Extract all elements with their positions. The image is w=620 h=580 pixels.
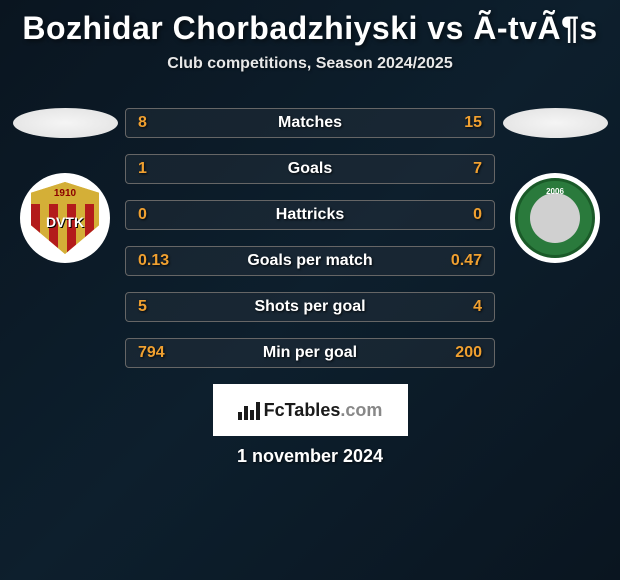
team-logo-left-stripes: DVTK bbox=[31, 204, 99, 254]
stat-left-value: 5 bbox=[138, 298, 178, 316]
stat-left-value: 0 bbox=[138, 206, 178, 224]
stat-label: Min per goal bbox=[263, 344, 357, 362]
stat-right-value: 4 bbox=[442, 298, 482, 316]
chart-bar bbox=[238, 412, 242, 420]
team-logo-left-text: DVTK bbox=[31, 214, 99, 230]
stat-left-value: 794 bbox=[138, 344, 178, 362]
subtitle: Club competitions, Season 2024/2025 bbox=[0, 55, 620, 73]
brand-chart-icon bbox=[238, 400, 260, 420]
page-title: Bozhidar Chorbadzhiyski vs Ã-tvÃ¶s bbox=[0, 10, 620, 47]
stat-label: Goals bbox=[288, 160, 332, 178]
date-text: 1 november 2024 bbox=[0, 446, 620, 467]
stat-left-value: 1 bbox=[138, 160, 178, 178]
stat-right-value: 200 bbox=[442, 344, 482, 362]
team-logo-left-year: 1910 bbox=[31, 182, 99, 204]
brand-text: FcTables.com bbox=[264, 400, 383, 421]
chart-bar bbox=[256, 402, 260, 420]
stat-row-goals: 1 Goals 7 bbox=[125, 154, 495, 184]
stat-label: Shots per goal bbox=[254, 298, 365, 316]
chart-bar bbox=[250, 410, 254, 420]
team-logo-right-center bbox=[530, 193, 580, 243]
team-logo-left: 1910 DVTK bbox=[20, 173, 110, 263]
team-logo-right-year: 2006 bbox=[546, 187, 564, 196]
player-left-photo bbox=[13, 108, 118, 138]
stat-label: Hattricks bbox=[276, 206, 344, 224]
team-logo-right-inner: 2006 bbox=[515, 178, 595, 258]
player-right-column: 2006 bbox=[495, 103, 615, 263]
brand-suffix: .com bbox=[340, 400, 382, 420]
brand-main: FcTables bbox=[264, 400, 341, 420]
stat-row-matches: 8 Matches 15 bbox=[125, 108, 495, 138]
stat-left-value: 8 bbox=[138, 114, 178, 132]
team-logo-left-shield: 1910 DVTK bbox=[31, 182, 99, 254]
stat-left-value: 0.13 bbox=[138, 252, 178, 270]
stat-row-min-per-goal: 794 Min per goal 200 bbox=[125, 338, 495, 368]
stat-label: Goals per match bbox=[247, 252, 372, 270]
content-row: 1910 DVTK 8 Matches 15 1 Goals 7 bbox=[0, 103, 620, 368]
stat-right-value: 0 bbox=[442, 206, 482, 224]
player-right-photo bbox=[503, 108, 608, 138]
team-logo-right: 2006 bbox=[510, 173, 600, 263]
brand-footer[interactable]: FcTables.com bbox=[213, 384, 408, 436]
stats-column: 8 Matches 15 1 Goals 7 0 Hattricks 0 0.1… bbox=[125, 103, 495, 368]
comparison-card: Bozhidar Chorbadzhiyski vs Ã-tvÃ¶s Club … bbox=[0, 0, 620, 477]
chart-bar bbox=[244, 406, 248, 420]
player-left-column: 1910 DVTK bbox=[5, 103, 125, 263]
stat-row-shots-per-goal: 5 Shots per goal 4 bbox=[125, 292, 495, 322]
stat-right-value: 7 bbox=[442, 160, 482, 178]
stat-label: Matches bbox=[278, 114, 342, 132]
stat-row-goals-per-match: 0.13 Goals per match 0.47 bbox=[125, 246, 495, 276]
team-logo-left-inner: 1910 DVTK bbox=[27, 180, 103, 256]
stat-right-value: 15 bbox=[442, 114, 482, 132]
stat-row-hattricks: 0 Hattricks 0 bbox=[125, 200, 495, 230]
stat-right-value: 0.47 bbox=[442, 252, 482, 270]
